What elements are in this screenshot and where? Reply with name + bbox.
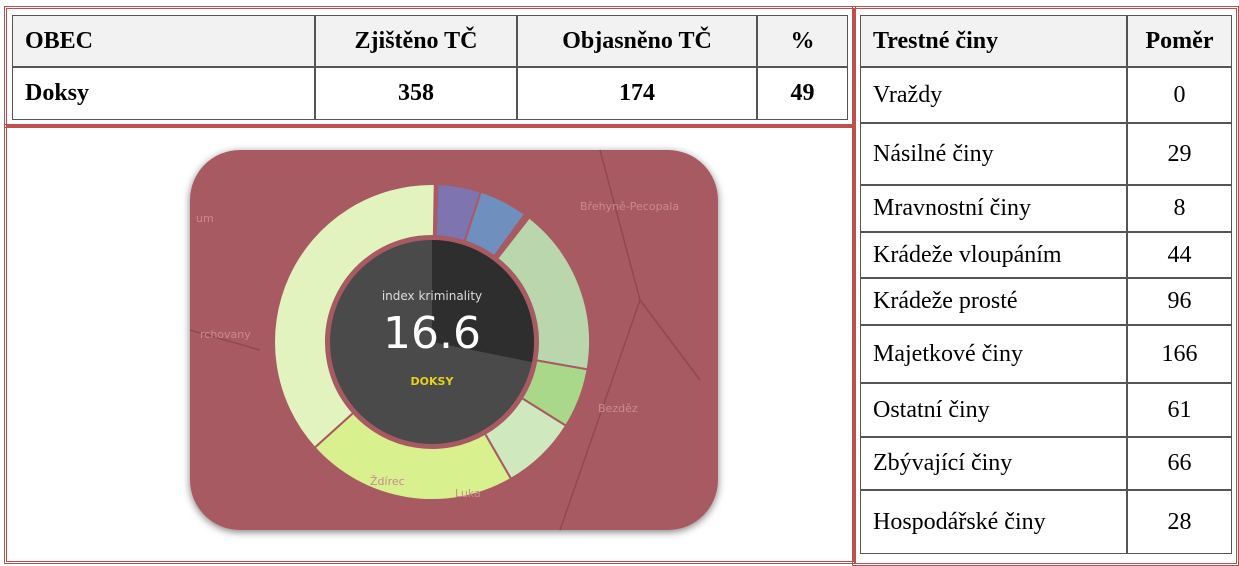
center-quadrant xyxy=(432,240,534,362)
cell: 49 xyxy=(757,67,848,120)
cell: Krádeže prosté xyxy=(860,278,1127,325)
cell: Vraždy xyxy=(860,67,1127,123)
map-label: rchovany xyxy=(200,328,251,341)
page: OBEC Zjištěno TČ Objasněno TČ % Doksy 35… xyxy=(4,6,1239,566)
cell: Krádeže vloupáním xyxy=(860,232,1127,278)
cell: Mravnostní činy xyxy=(860,185,1127,232)
donut-segment xyxy=(463,190,527,258)
header-cell: Zjištěno TČ xyxy=(315,15,517,67)
index-value: 16.6 xyxy=(383,308,481,359)
header-cell: OBEC xyxy=(12,15,315,67)
donut-segment xyxy=(273,183,436,450)
cell: 29 xyxy=(1127,123,1232,185)
cell: 8 xyxy=(1127,185,1232,232)
cell: 44 xyxy=(1127,232,1232,278)
map-road xyxy=(189,149,701,531)
cell: 96 xyxy=(1127,278,1232,325)
cell: 166 xyxy=(1127,325,1232,383)
cell: 358 xyxy=(315,67,517,120)
cell: Majetkové činy xyxy=(860,325,1127,383)
cell: Zbývající činy xyxy=(860,437,1127,490)
cell: Ostatní činy xyxy=(860,383,1127,437)
map-label: Břehyně-Pecopala xyxy=(580,200,679,213)
cell: 174 xyxy=(517,67,757,120)
cell: Násilné činy xyxy=(860,123,1127,185)
chart-image: index kriminality 16.6 DOKSY um rchovany B… xyxy=(189,149,718,531)
header-cell: Poměr xyxy=(1127,15,1232,67)
cell: Doksy xyxy=(12,67,315,120)
map-label: um xyxy=(196,212,214,225)
header-cell: Objasněno TČ xyxy=(517,15,757,67)
map-label: Luka xyxy=(455,487,481,500)
cell: 66 xyxy=(1127,437,1232,490)
town-name: DOKSY xyxy=(411,375,455,388)
cell: 61 xyxy=(1127,383,1232,437)
map-label: Ždírec xyxy=(370,475,405,488)
index-label: index kriminality xyxy=(382,289,482,303)
cell: 0 xyxy=(1127,67,1232,123)
map-label: Bezděz xyxy=(598,402,638,415)
donut xyxy=(273,183,591,501)
header-cell: % xyxy=(757,15,848,67)
header-cell: Trestné činy xyxy=(860,15,1127,67)
